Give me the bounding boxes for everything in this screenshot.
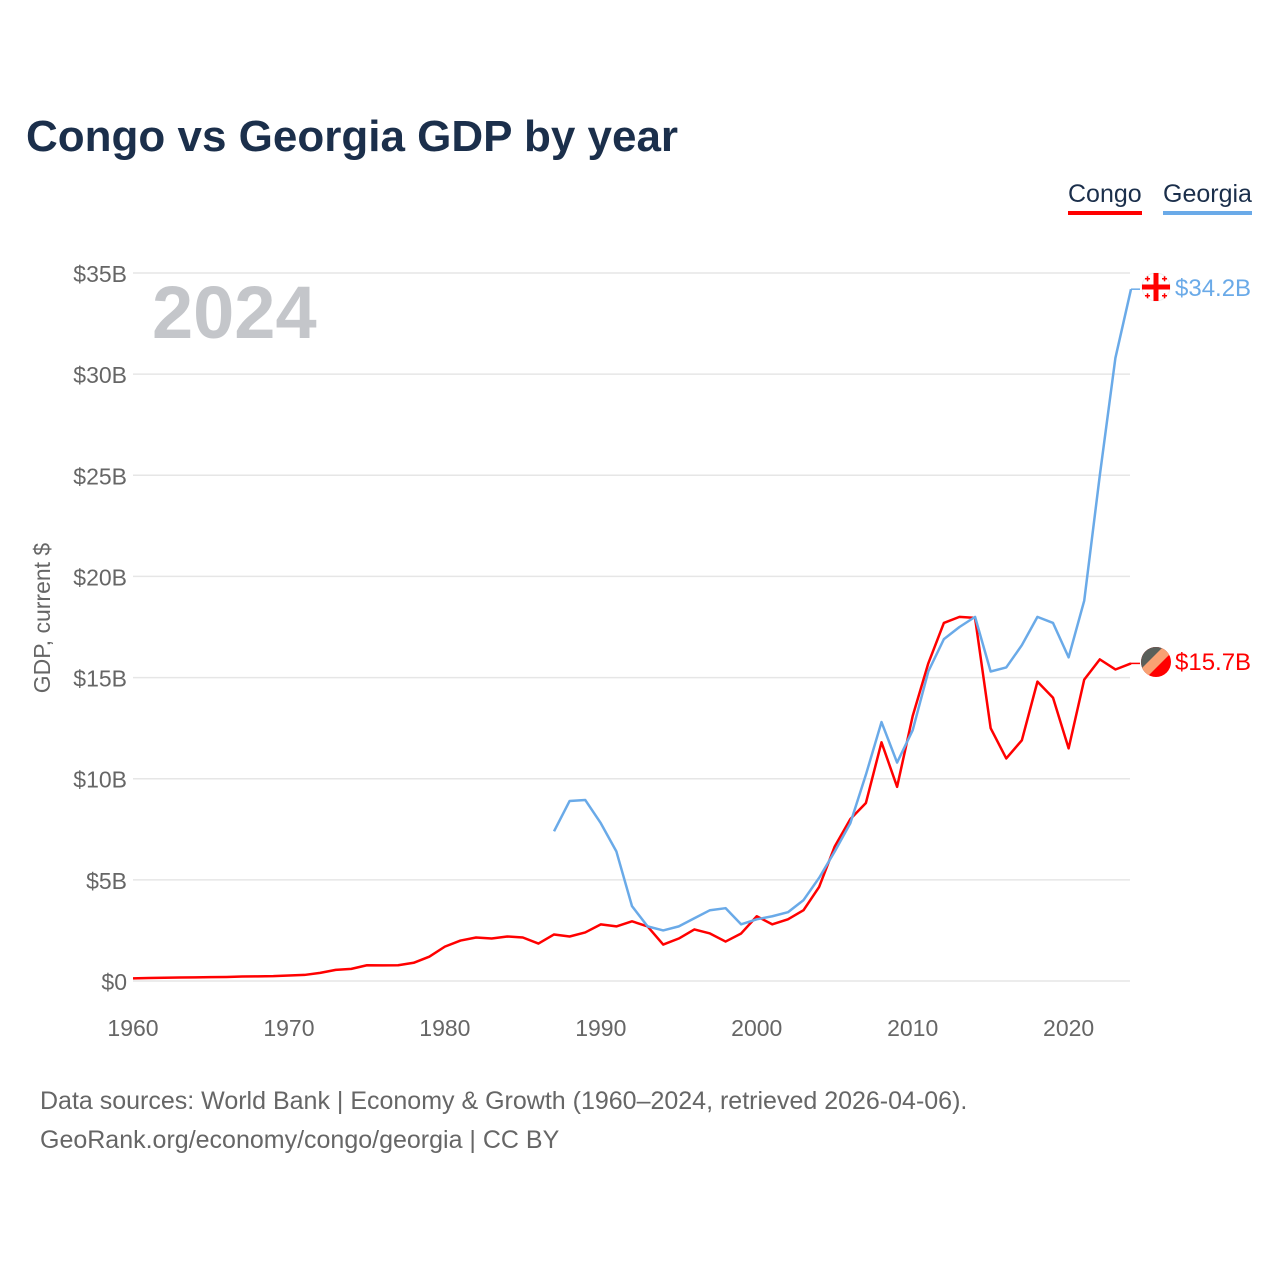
footer: Data sources: World Bank | Economy & Gro… [40, 1082, 967, 1160]
legend-congo[interactable]: Congo [1068, 180, 1142, 215]
chart-title: Congo vs Georgia GDP by year [26, 112, 679, 161]
y-tick-label: $0 [101, 969, 127, 995]
series-line-congo [132, 615, 1132, 980]
y-tick-label: $20B [73, 564, 127, 590]
x-tick-label: 1980 [419, 1015, 470, 1041]
y-tick-label: $15B [73, 666, 127, 692]
data-source-text: Data sources: World Bank | Economy & Gro… [40, 1087, 968, 1115]
x-tick-label: 2020 [1043, 1015, 1094, 1041]
congo-flag-icon [1141, 647, 1171, 677]
x-tick-label: 1990 [575, 1015, 626, 1041]
y-tick-label: $25B [73, 463, 127, 489]
x-tick-label: 1960 [107, 1015, 158, 1041]
georgia-end-label: $34.2B [1175, 275, 1251, 302]
series-line-georgia [552, 288, 1133, 932]
y-tick-label: $35B [73, 261, 127, 287]
x-tick-label: 2000 [731, 1015, 782, 1041]
x-tick-label: 2010 [887, 1015, 938, 1041]
georgia-flag-icon [1141, 272, 1171, 302]
x-tick-label: 1970 [263, 1015, 314, 1041]
y-tick-label: $5B [86, 868, 127, 894]
y-tick-label: $30B [73, 362, 127, 388]
congo-end-label: $15.7B [1175, 649, 1251, 676]
legend-georgia[interactable]: Georgia [1163, 180, 1252, 215]
year-watermark: 2024 [152, 271, 317, 354]
y-axis-label: GDP, current $ [29, 543, 55, 694]
y-tick-label: $10B [73, 767, 127, 793]
source-link[interactable]: GeoRank.org/economy/congo/georgia | CC B… [40, 1126, 560, 1154]
